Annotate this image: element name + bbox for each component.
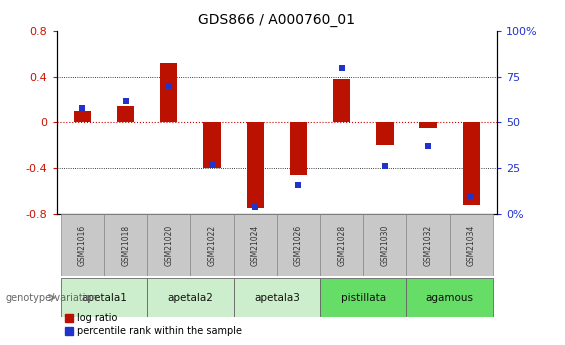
Bar <box>419 122 437 128</box>
Text: GSM21016: GSM21016 <box>78 224 87 266</box>
Bar <box>320 278 406 317</box>
Bar <box>363 214 406 276</box>
Text: GSM21034: GSM21034 <box>467 224 476 266</box>
Bar <box>320 214 363 276</box>
Text: GSM21032: GSM21032 <box>424 224 433 266</box>
Bar <box>406 214 450 276</box>
Text: apetala2: apetala2 <box>167 293 214 303</box>
Text: GSM21018: GSM21018 <box>121 224 130 266</box>
Bar <box>234 278 320 317</box>
Title: GDS866 / A000760_01: GDS866 / A000760_01 <box>198 13 355 27</box>
Bar <box>333 79 350 122</box>
Bar <box>234 214 277 276</box>
Bar <box>117 107 134 122</box>
Text: apetala1: apetala1 <box>81 293 127 303</box>
Bar <box>246 122 264 208</box>
Legend: log ratio, percentile rank within the sample: log ratio, percentile rank within the sa… <box>62 309 246 340</box>
Text: genotype/variation: genotype/variation <box>6 293 98 303</box>
Bar <box>450 214 493 276</box>
Text: GSM21028: GSM21028 <box>337 224 346 266</box>
Bar <box>190 214 234 276</box>
Bar <box>376 122 393 145</box>
Bar <box>147 214 190 276</box>
Bar <box>74 111 91 122</box>
Text: agamous: agamous <box>425 293 473 303</box>
Bar <box>147 278 234 317</box>
Bar <box>61 278 147 317</box>
Text: GSM21026: GSM21026 <box>294 224 303 266</box>
Text: GSM21024: GSM21024 <box>251 224 260 266</box>
Text: apetala3: apetala3 <box>254 293 300 303</box>
Bar <box>61 214 104 276</box>
Text: GSM21022: GSM21022 <box>207 224 216 266</box>
Bar <box>277 214 320 276</box>
Bar <box>160 63 177 122</box>
Text: pistillata: pistillata <box>341 293 386 303</box>
Bar <box>104 214 147 276</box>
Bar <box>406 278 493 317</box>
Bar <box>290 122 307 175</box>
Text: GSM21020: GSM21020 <box>164 224 173 266</box>
Bar <box>203 122 221 168</box>
Bar <box>463 122 480 205</box>
Text: GSM21030: GSM21030 <box>380 224 389 266</box>
